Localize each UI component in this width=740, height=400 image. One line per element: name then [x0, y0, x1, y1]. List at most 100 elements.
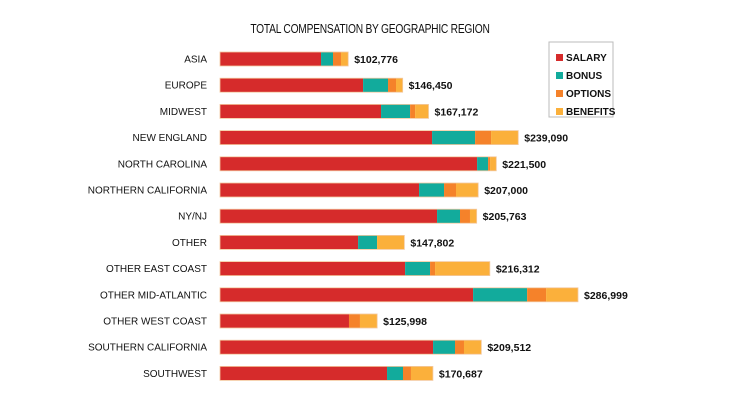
category-label: NORTHERN CALIFORNIA: [88, 186, 208, 197]
total-value-label: $221,500: [502, 159, 546, 171]
total-value-labels: $102,776 $146,450 $167,172 $239,090 $221,500…: [354, 54, 628, 380]
bar-segment-options: [455, 340, 464, 355]
bar-segment-benefits: [341, 52, 349, 66]
legend-items: SALARY BONUS OPTIONS BENEFITS: [556, 53, 616, 118]
total-value-label: $209,512: [487, 342, 531, 354]
total-value-label: $167,172: [435, 106, 479, 118]
bar-segment-options: [333, 52, 341, 66]
bar-segment-bonus: [405, 261, 431, 276]
chart-title: TOTAL COMPENSATION BY GEOGRAPHIC REGION: [250, 22, 490, 36]
bar-segment-options: [527, 287, 547, 302]
bar-segment-benefits: [435, 261, 490, 276]
bar-segment-benefits: [456, 183, 479, 197]
bar-segment-benefits: [359, 314, 378, 328]
total-value-label: $147,802: [410, 237, 454, 249]
bar-segment-bonus: [387, 366, 403, 381]
bar-segment-bonus: [473, 287, 528, 302]
bar-segment-salary: [220, 130, 433, 145]
total-value-label: $125,998: [383, 316, 427, 328]
bar-segment-benefits: [377, 235, 405, 250]
bar-outline: [219, 156, 497, 172]
category-label: OTHER WEST COAST: [103, 317, 207, 328]
bar-row: [219, 182, 479, 198]
total-value-label: $146,450: [409, 80, 453, 92]
bar-outline: [219, 77, 404, 93]
bar-segment-benefits: [396, 78, 403, 93]
bar-segment-salary: [220, 261, 406, 276]
bar-row: [219, 234, 405, 250]
legend-swatch-bonus: [556, 72, 563, 79]
bar-row: [219, 261, 491, 277]
category-label: NORTH CAROLINA: [118, 159, 208, 170]
bar-segment-salary: [220, 104, 382, 119]
bar-segment-salary: [220, 366, 388, 381]
bar-outline: [219, 130, 519, 146]
legend-swatch-options: [556, 90, 563, 97]
category-label: ASIA: [184, 55, 207, 66]
bar-row: [219, 313, 378, 329]
category-label: OTHER: [172, 238, 207, 249]
bar-segment-salary: [220, 183, 420, 197]
bar-outline: [219, 104, 429, 119]
category-label: OTHER EAST COAST: [106, 264, 207, 275]
legend-label-benefits: BENEFITS: [566, 107, 616, 118]
bar-row: [219, 208, 478, 224]
bar-segment-bonus: [419, 183, 445, 197]
bar-segment-benefits: [410, 366, 433, 381]
bar-segment-salary: [220, 52, 322, 66]
bar-segment-options: [475, 130, 492, 145]
bar-segment-bonus: [437, 209, 460, 224]
bar-segment-bonus: [433, 340, 455, 355]
bar-segment-bonus: [381, 104, 411, 119]
total-value-label: $205,763: [483, 211, 527, 223]
legend-swatch-salary: [556, 54, 563, 61]
bar-outline: [219, 51, 349, 67]
bar-segment-benefits: [469, 209, 477, 224]
category-label: NY/NJ: [178, 212, 207, 223]
bar-segment-options: [488, 156, 491, 171]
bar-segment-options: [410, 104, 416, 119]
category-label: NEW ENGLAND: [133, 133, 207, 144]
bar-outline: [219, 208, 478, 224]
bar-segment-salary: [220, 209, 438, 224]
bar-outline: [219, 261, 491, 277]
bar-segment-salary: [220, 340, 434, 355]
total-value-label: $286,999: [584, 290, 628, 302]
bar-outline: [219, 313, 378, 329]
legend-label-salary: SALARY: [566, 53, 607, 64]
bar-segment-bonus: [477, 156, 489, 171]
bar-row: [219, 156, 497, 172]
bars-group: [219, 51, 579, 381]
bar-segment-benefits: [463, 340, 482, 355]
bar-outline: [219, 287, 579, 303]
total-value-label: $239,090: [524, 133, 568, 145]
bar-segment-salary: [220, 235, 359, 250]
category-label: SOUTHERN CALIFORNIA: [88, 343, 207, 354]
bar-segment-options: [402, 366, 411, 381]
bar-segment-benefits: [491, 130, 519, 145]
bar-segment-benefits: [415, 104, 429, 119]
total-value-label: $170,687: [439, 368, 483, 380]
bar-outline: [219, 339, 482, 355]
bar-segment-options: [388, 78, 396, 93]
bar-row: [219, 51, 349, 67]
bar-segment-options: [348, 314, 360, 328]
bar-row: [219, 287, 579, 303]
bar-segment-options: [460, 209, 470, 224]
bar-segment-bonus: [363, 78, 389, 93]
bar-segment-bonus: [432, 130, 476, 145]
total-value-label: $216,312: [496, 264, 540, 276]
bar-segment-salary: [220, 287, 474, 302]
bar-segment-benefits: [490, 156, 497, 171]
bar-segment-benefits: [546, 287, 578, 302]
legend-swatch-benefits: [556, 108, 563, 115]
bar-row: [219, 104, 429, 119]
bar-outline: [219, 234, 405, 250]
bar-segment-salary: [220, 314, 349, 328]
category-label: SOUTHWEST: [143, 369, 207, 380]
bar-segment-bonus: [358, 235, 378, 250]
bar-row: [219, 365, 434, 381]
bar-row: [219, 339, 482, 355]
bar-segment-options: [430, 261, 436, 276]
